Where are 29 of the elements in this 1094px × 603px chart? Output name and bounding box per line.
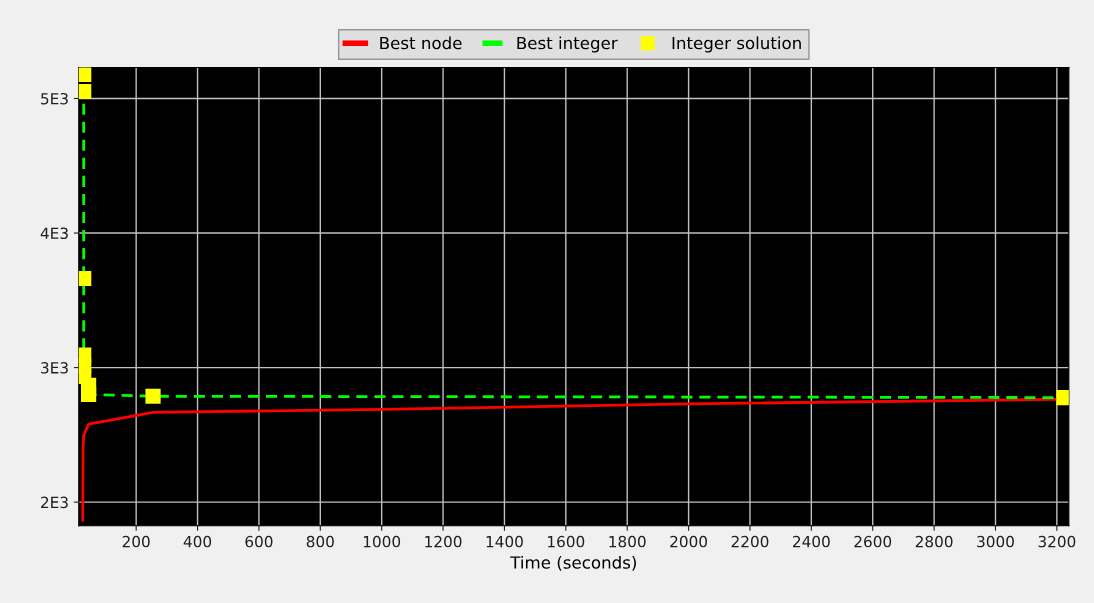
legend-label: Best integer (517, 36, 618, 53)
point (145, 388, 161, 404)
point (1056, 389, 1069, 406)
x-tick-label: 3200 (1038, 535, 1076, 548)
y-tick-label: 3E3 (41, 362, 68, 374)
x-tick-label: 1400 (486, 535, 523, 548)
x-tick-label: 1800 (609, 535, 646, 548)
x-axis-title: Time (seconds) (510, 555, 636, 571)
y-tick-label: 2E3 (41, 496, 68, 509)
x-tick-label: 2400 (793, 535, 830, 548)
point (78, 67, 92, 83)
x-tick-label: 200 (122, 535, 150, 548)
x-tick-label: 2000 (670, 535, 708, 548)
y-tick-label: 4E3 (40, 227, 68, 240)
x-tick-label: 2600 (854, 535, 892, 548)
legend-label: Best node (380, 36, 462, 50)
point (78, 83, 92, 100)
point (78, 270, 92, 287)
x-tick-label: 1200 (425, 535, 462, 548)
x-tick-label: 600 (245, 535, 273, 548)
x-tick-label: 2800 (915, 535, 953, 548)
x-tick-label: 2200 (731, 535, 769, 548)
x-tick-label: 800 (306, 535, 334, 548)
x-tick-label: 400 (183, 535, 212, 548)
x-tick-label: 1000 (363, 535, 401, 548)
legend-label: Integer solution (672, 36, 801, 53)
y-tick-label: 5E3 (41, 92, 68, 105)
x-tick-label: 1600 (548, 535, 585, 548)
x-tick-label: 3000 (977, 535, 1014, 548)
